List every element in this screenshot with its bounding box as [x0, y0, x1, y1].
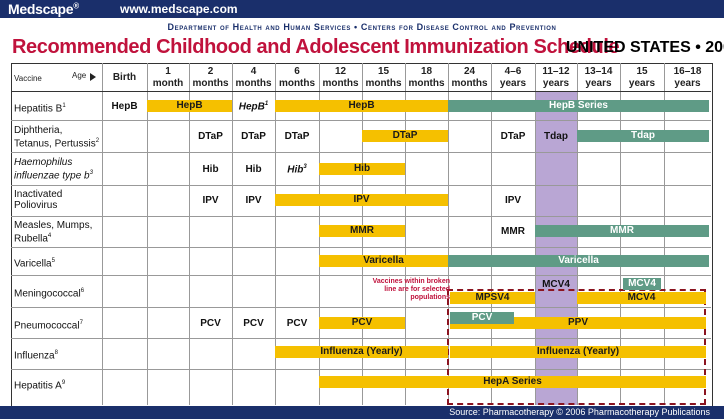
- broken-line-note: Vaccines within broken line are for sele…: [372, 278, 450, 301]
- medscape-logo[interactable]: Medscape®: [8, 1, 79, 17]
- vaccine-varicella: Varicella5: [14, 258, 55, 270]
- bar-ppv: PPV: [450, 317, 706, 329]
- dose-ipv-2m: IPV: [202, 195, 219, 206]
- grid-line: [11, 185, 711, 186]
- bar-hepb-1-2m: HepB: [147, 100, 232, 112]
- age-header-2m: 2 months: [192, 66, 229, 89]
- dose-hib-2m: Hib: [202, 164, 219, 175]
- vaccine-meningococcal: Meningococcal6: [14, 288, 85, 300]
- vaccine-pneumococcal: Pneumococcal7: [14, 320, 83, 332]
- grid-line: [102, 63, 103, 405]
- age-header-4-6y: 4–6 years: [499, 66, 527, 89]
- bar-mpsv4: MPSV4: [450, 292, 535, 304]
- grid-line: [11, 120, 711, 121]
- vaccine-influenza: Influenza8: [14, 350, 58, 362]
- grid-line: [11, 369, 711, 370]
- age-header-18m: 18 months: [408, 66, 445, 89]
- bar-varicella-24m-up: Varicella: [448, 255, 709, 267]
- bar-pcv-12-15m: PCV: [319, 317, 405, 329]
- grid-line: [232, 63, 233, 405]
- dose-pcv-4m: PCV: [243, 318, 264, 329]
- vaccine-dtap: Diphtheria, Tetanus, Pertussis2: [14, 125, 100, 150]
- vaccine-hepatitis-b: Hepatitis B1: [14, 103, 66, 115]
- age-header-6m: 6 months: [278, 66, 316, 89]
- grid-line: [11, 152, 711, 153]
- age-header-1m: 1 month: [152, 66, 184, 89]
- bar-ipv-6-18m: IPV: [275, 194, 448, 206]
- arrow-right-icon: [90, 73, 96, 81]
- age-header-15y: 15 years: [628, 66, 656, 89]
- dose-ipv-4m: IPV: [245, 195, 262, 206]
- grid-line: [189, 63, 190, 405]
- vaccine-mmr: Measles, Mumps, Rubella4: [14, 220, 93, 245]
- vaccine-hepatitis-a: Hepatitis A9: [14, 380, 66, 392]
- grid-line: [448, 63, 449, 405]
- bar-hepb-6-18m: HepB: [275, 100, 448, 112]
- dose-hib-6m: Hib3: [287, 164, 307, 176]
- age-column-header: Age: [72, 71, 87, 80]
- age-header-13-14y: 13–14 years: [584, 66, 613, 89]
- bar-mcv4-13-18y: MCV4: [577, 292, 706, 304]
- bar-dtap-15-18m: DTaP: [362, 130, 448, 142]
- bar-influenza-24m-up: Influenza (Yearly): [450, 346, 706, 358]
- age-header-4m: 4 months: [235, 66, 272, 89]
- dose-pcv-6m: PCV: [286, 318, 308, 329]
- dose-tdap-11-12y: Tdap: [544, 131, 568, 142]
- dose-dtap-2m: DTaP: [198, 131, 223, 142]
- age-header-12m: 12 months: [322, 66, 359, 89]
- age-header-16-18y: 16–18 years: [673, 66, 702, 89]
- age-header-11-12y: 11–12 years: [542, 66, 570, 89]
- grid-line: [147, 63, 148, 405]
- grid-line: [11, 275, 711, 276]
- bar-hepa-series: HepA Series: [319, 376, 706, 388]
- dose-mmr-4-6y: MMR: [501, 226, 525, 237]
- bar-mcv4-15y: MCV4: [623, 278, 661, 290]
- top-banner: Medscape® www.medscape.com: [0, 0, 724, 18]
- grid-line: [11, 216, 711, 217]
- source-footer: Source: Pharmacotherapy © 2006 Pharmacot…: [0, 406, 724, 419]
- dose-mcv4-11-12y: MCV4: [542, 279, 570, 290]
- schedule-subtitle: UNITED STATES • 2006: [566, 39, 724, 56]
- bar-hib-12-15m: Hib: [319, 163, 405, 175]
- dose-ipv-4-6y: IPV: [504, 195, 522, 206]
- dose-dtap-4m: DTaP: [241, 131, 266, 142]
- department-line: Department of Health and Human Services …: [167, 22, 557, 32]
- grid-line: [11, 307, 711, 308]
- dose-hib-4m: Hib: [245, 164, 262, 175]
- dose-pcv-2m: PCV: [200, 318, 221, 329]
- schedule-title: Recommended Childhood and Adolescent Imm…: [12, 36, 620, 58]
- bar-influenza-6-18m: Influenza (Yearly): [275, 346, 448, 358]
- age-header-birth: Birth: [112, 72, 137, 83]
- site-url[interactable]: www.medscape.com: [120, 2, 238, 16]
- bar-varicella-12-18m: Varicella: [319, 255, 448, 267]
- grid-line: [11, 247, 711, 248]
- grid-line: [11, 338, 711, 339]
- grid-line: [405, 63, 406, 405]
- grid-line: [491, 63, 492, 405]
- age-header-24m: 24 months: [451, 66, 488, 89]
- bar-tdap-13-18y: Tdap: [577, 130, 709, 142]
- vaccine-ipv: Inactivated Poliovirus: [14, 189, 63, 211]
- dose-dtap-6m: DTaP: [284, 131, 310, 142]
- vaccine-hib: Haemophilus influenzae type b3: [14, 157, 93, 182]
- grid-line: [275, 63, 276, 405]
- bar-pcv-24m: PCV: [450, 312, 514, 324]
- dose-dtap-4-6y: DTaP: [500, 131, 526, 142]
- dose-hepb-birth: HepB: [111, 101, 138, 112]
- dose-hepb-4m: HepB1: [238, 101, 269, 113]
- bar-hepb-series: HepB Series: [448, 100, 709, 112]
- header-divider: [11, 91, 711, 92]
- vaccine-column-header: Vaccine: [14, 74, 42, 83]
- bar-mmr-11-18y: MMR: [535, 225, 709, 237]
- age-header-15m: 15 months: [365, 66, 402, 89]
- bar-mmr-12-15m: MMR: [319, 225, 405, 237]
